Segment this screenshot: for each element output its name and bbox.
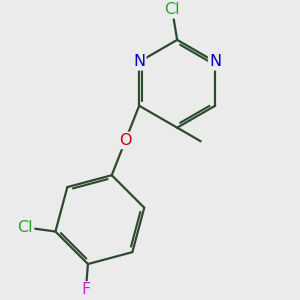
Text: Cl: Cl [17, 220, 33, 235]
Text: N: N [209, 54, 221, 69]
Text: F: F [81, 282, 91, 297]
Text: Cl: Cl [164, 2, 180, 17]
Text: O: O [119, 133, 132, 148]
Text: N: N [133, 54, 145, 69]
